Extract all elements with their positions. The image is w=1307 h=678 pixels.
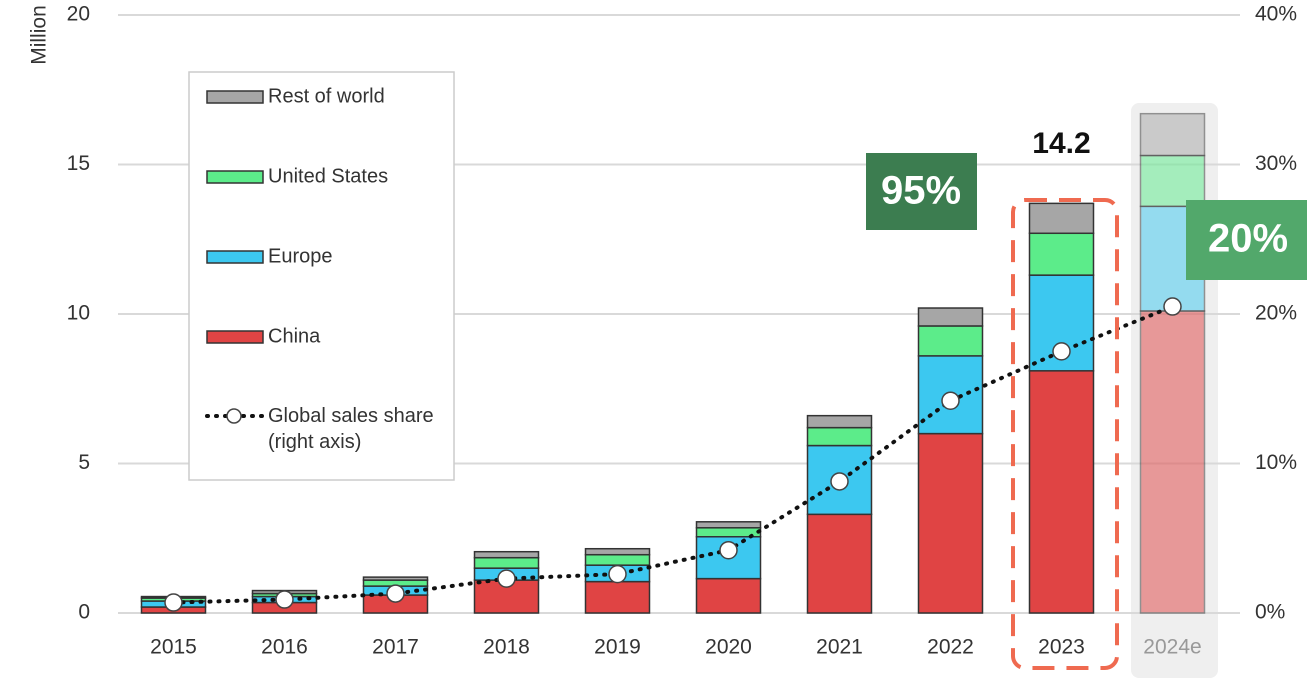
bar-segment bbox=[1139, 310, 1206, 614]
bar-segment bbox=[584, 553, 651, 566]
share-marker bbox=[1163, 297, 1182, 316]
share-marker bbox=[1052, 342, 1071, 361]
bar-segment bbox=[917, 307, 984, 327]
annotation: 95% bbox=[881, 169, 961, 213]
bar-segment bbox=[1139, 112, 1206, 157]
share-marker bbox=[830, 472, 849, 491]
x-tick-label: 2018 bbox=[483, 636, 530, 659]
annotation-box bbox=[1186, 200, 1307, 280]
bar-segment bbox=[1028, 232, 1095, 276]
annotation: 20% bbox=[1208, 217, 1288, 261]
y-tick-label: 5 bbox=[78, 451, 90, 474]
bar-segment bbox=[1028, 202, 1095, 235]
legend-marker bbox=[226, 408, 242, 424]
x-tick-label: 2023 bbox=[1038, 636, 1085, 659]
bar-segment bbox=[806, 414, 873, 429]
x-tick-label: 2021 bbox=[816, 636, 863, 659]
legend-swatch bbox=[206, 330, 264, 344]
x-tick-label: 2020 bbox=[705, 636, 752, 659]
bar-segment bbox=[917, 325, 984, 357]
y2-tick-label: 40% bbox=[1255, 3, 1297, 26]
y2-tick-label: 10% bbox=[1255, 451, 1297, 474]
y-tick-label: 0 bbox=[78, 601, 90, 624]
bar-segment bbox=[362, 576, 429, 581]
bar-segment bbox=[584, 547, 651, 556]
share-marker bbox=[164, 593, 183, 612]
y-tick-label: 20 bbox=[67, 3, 90, 26]
bar-segment bbox=[1028, 370, 1095, 614]
share-line bbox=[171, 304, 1175, 605]
bar-segment bbox=[695, 521, 762, 529]
bar-segment bbox=[917, 432, 984, 614]
share-marker bbox=[275, 590, 294, 609]
x-tick-label: 2016 bbox=[261, 636, 308, 659]
legend-label: China bbox=[268, 325, 321, 347]
x-tick-label: 2024e bbox=[1143, 636, 1201, 659]
legend-swatch bbox=[206, 250, 264, 264]
share-marker bbox=[386, 584, 405, 603]
legend-swatch bbox=[206, 90, 264, 104]
legend-label: Rest of world bbox=[268, 85, 385, 107]
legend-label: Global sales share (right axis) bbox=[268, 405, 434, 453]
bar-segment bbox=[806, 426, 873, 447]
y2-tick-label: 0% bbox=[1255, 601, 1285, 624]
legend-swatch bbox=[206, 170, 264, 184]
legend-label: Europe bbox=[268, 245, 333, 267]
share-marker bbox=[608, 564, 627, 584]
y-axis-label: Million bbox=[28, 5, 51, 65]
bar-segment bbox=[473, 556, 540, 569]
annotation: 14.2 bbox=[1032, 127, 1090, 160]
bar-segment bbox=[806, 513, 873, 614]
x-tick-label: 2017 bbox=[372, 636, 419, 659]
x-tick-label: 2022 bbox=[927, 636, 974, 659]
x-tick-label: 2019 bbox=[594, 636, 641, 659]
y-tick-label: 10 bbox=[67, 302, 90, 325]
y-tick-label: 15 bbox=[67, 152, 90, 175]
annotation-box bbox=[866, 153, 977, 230]
share-marker bbox=[719, 540, 738, 560]
legend-label: United States bbox=[268, 165, 388, 187]
y2-tick-label: 20% bbox=[1255, 302, 1297, 325]
bar-segment bbox=[473, 550, 540, 559]
bar-segment bbox=[695, 577, 762, 614]
bar-segment bbox=[584, 580, 651, 614]
bar-segment bbox=[1139, 154, 1206, 208]
y2-tick-label: 30% bbox=[1255, 152, 1297, 175]
share-marker bbox=[497, 569, 516, 588]
share-marker bbox=[941, 391, 960, 410]
x-tick-label: 2015 bbox=[150, 636, 197, 659]
highlight-box bbox=[1011, 198, 1119, 670]
